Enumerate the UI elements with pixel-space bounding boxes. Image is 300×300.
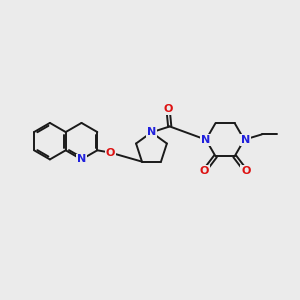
Text: N: N [147, 127, 156, 137]
Text: O: O [241, 166, 250, 176]
Text: N: N [77, 154, 86, 164]
Text: N: N [241, 135, 250, 145]
Text: O: O [164, 104, 173, 114]
Text: O: O [200, 166, 209, 176]
Text: N: N [201, 135, 211, 145]
Text: O: O [106, 148, 115, 158]
